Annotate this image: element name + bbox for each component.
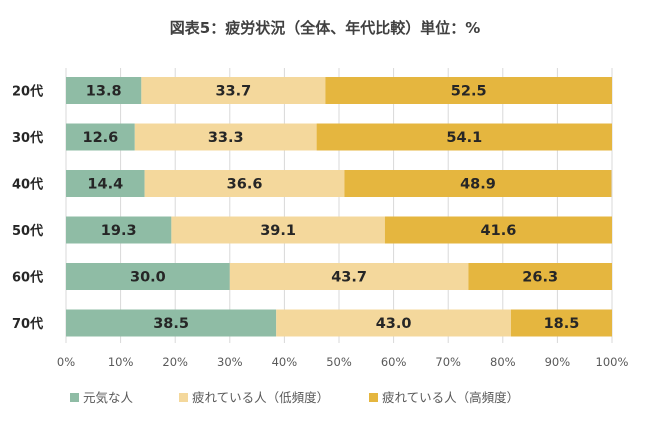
bar-segment bbox=[229, 263, 469, 290]
data-label: 30.0 bbox=[130, 270, 166, 286]
gridlines bbox=[65, 68, 613, 343]
x-tick-label: 100% bbox=[596, 355, 629, 369]
legend-label: 疲れている人（高頻度） bbox=[382, 390, 519, 405]
data-label: 43.7 bbox=[331, 270, 367, 286]
bar-segment bbox=[134, 123, 317, 151]
legend-swatch bbox=[70, 393, 79, 402]
data-label: 18.5 bbox=[544, 316, 580, 332]
legend-swatch bbox=[369, 393, 378, 402]
x-tick-label: 10% bbox=[108, 355, 134, 369]
x-tick-label: 30% bbox=[217, 355, 243, 369]
bar-segment bbox=[141, 77, 326, 104]
data-label: 12.6 bbox=[83, 130, 119, 146]
bar-segment bbox=[276, 309, 511, 337]
x-tick-label: 90% bbox=[545, 355, 571, 369]
x-tick-label: 80% bbox=[490, 355, 516, 369]
data-label: 36.6 bbox=[227, 177, 263, 193]
data-label: 19.3 bbox=[101, 223, 137, 239]
bar-segment bbox=[344, 170, 612, 197]
bar-segment bbox=[66, 123, 135, 151]
data-label: 43.0 bbox=[376, 316, 412, 332]
category-label: 30代 bbox=[12, 130, 43, 146]
x-tick-label: 40% bbox=[272, 355, 298, 369]
category-label: 50代 bbox=[12, 223, 43, 239]
category-label: 20代 bbox=[12, 84, 43, 100]
legend-label: 元気な人 bbox=[83, 390, 134, 405]
chart-title: 図表5：疲労状況（全体、年代比較）単位：% bbox=[170, 19, 480, 37]
data-label: 13.8 bbox=[86, 84, 122, 100]
bar-segment bbox=[66, 263, 230, 290]
data-labels: 13.8 33.7 52.5 12.6 33.3 54.1 14.4 36.6 48.9 19.3… bbox=[83, 84, 580, 333]
bar-segment bbox=[171, 216, 385, 244]
category-label: 40代 bbox=[12, 177, 43, 193]
data-label: 33.3 bbox=[208, 130, 244, 146]
bar-segment bbox=[66, 170, 145, 197]
x-tick-label: 70% bbox=[435, 355, 461, 369]
bar-segment bbox=[510, 309, 612, 337]
bar-segment bbox=[468, 263, 612, 290]
x-tick-label: 60% bbox=[381, 355, 407, 369]
bars bbox=[66, 77, 612, 337]
data-label: 54.1 bbox=[446, 130, 482, 146]
bar-segment bbox=[66, 309, 277, 337]
category-axis: 20代 30代 40代 50代 60代 70代 bbox=[12, 84, 43, 333]
legend-swatch bbox=[179, 393, 188, 402]
legend-label: 疲れている人（低頻度） bbox=[192, 390, 329, 405]
legend: 元気な人 疲れている人（低頻度） 疲れている人（高頻度） bbox=[70, 390, 519, 405]
data-label: 39.1 bbox=[260, 223, 296, 239]
data-label: 48.9 bbox=[460, 177, 496, 193]
category-label: 60代 bbox=[12, 270, 43, 286]
bar-segment bbox=[325, 77, 612, 104]
x-tick-label: 20% bbox=[162, 355, 188, 369]
x-tick-label: 0% bbox=[57, 355, 75, 369]
bar-segment bbox=[316, 123, 612, 151]
data-label: 41.6 bbox=[481, 223, 517, 239]
x-tick-label: 50% bbox=[326, 355, 352, 369]
data-label: 38.5 bbox=[153, 316, 189, 332]
category-label: 70代 bbox=[12, 316, 43, 332]
bar-segment bbox=[144, 170, 345, 197]
value-axis: 0% 10% 20% 30% 40% 50% 60% 70% 80% 90% 100% bbox=[57, 355, 629, 369]
data-label: 26.3 bbox=[522, 270, 558, 286]
bar-segment bbox=[384, 216, 612, 244]
bar-segment bbox=[66, 216, 172, 244]
data-label: 33.7 bbox=[215, 84, 251, 100]
bar-segment bbox=[66, 77, 142, 104]
data-label: 14.4 bbox=[87, 177, 123, 193]
data-label: 52.5 bbox=[451, 84, 487, 100]
